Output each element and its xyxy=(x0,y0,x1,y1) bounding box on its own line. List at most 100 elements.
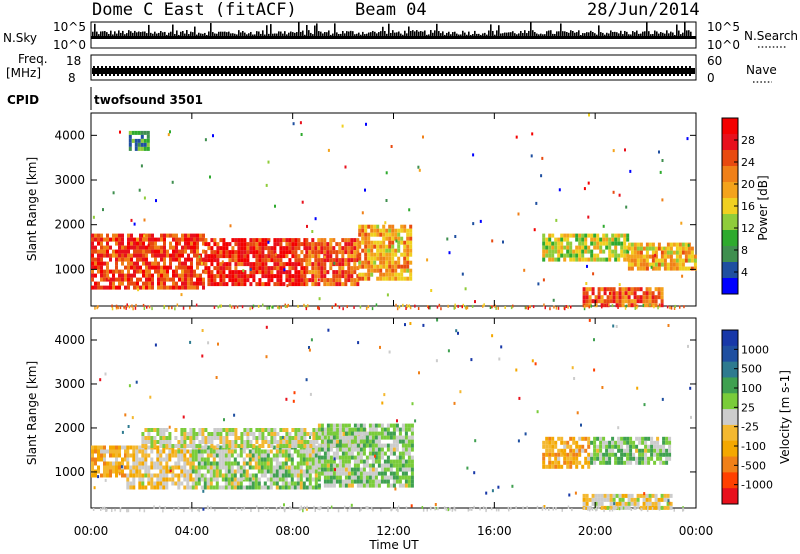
heatmap-cell xyxy=(669,250,673,255)
heatmap-cell xyxy=(569,253,573,258)
heatmap-cell xyxy=(317,471,321,476)
heatmap-cell xyxy=(667,499,670,503)
heatmap-cell xyxy=(666,493,670,498)
heatmap-cell xyxy=(485,491,488,495)
heatmap-cell xyxy=(124,449,127,454)
heatmap-cell xyxy=(172,257,175,262)
heatmap-cell xyxy=(150,457,154,462)
heatmap-cell xyxy=(94,273,97,278)
heatmap-cell xyxy=(648,254,652,259)
heatmap-cell xyxy=(262,303,264,307)
heatmap-cell xyxy=(596,233,600,238)
heatmap-cell xyxy=(418,168,421,172)
heatmap-cell xyxy=(350,427,354,432)
heatmap-cell xyxy=(127,241,130,246)
heatmap-cell xyxy=(201,428,205,432)
heatmap-cell xyxy=(222,428,226,432)
heatmap-cell xyxy=(240,282,244,287)
heatmap-cell xyxy=(320,467,324,472)
heatmap-cell xyxy=(382,224,386,229)
heatmap-cell xyxy=(636,262,640,267)
heatmap-cell xyxy=(629,456,633,461)
heatmap-cell xyxy=(374,483,378,488)
heatmap-cell xyxy=(371,451,375,456)
heatmap-cell xyxy=(255,266,259,271)
heatmap-cell xyxy=(190,241,193,246)
heatmap-cell xyxy=(137,146,141,151)
nsky-bar xyxy=(534,32,536,38)
heatmap-cell xyxy=(234,254,238,259)
heatmap-cell xyxy=(329,258,333,263)
heatmap-cell xyxy=(293,449,297,454)
heatmap-cell xyxy=(409,236,413,241)
heatmap-cell xyxy=(526,505,528,509)
heatmap-cell xyxy=(400,276,404,281)
heatmap-cell xyxy=(548,436,552,441)
heatmap-cell xyxy=(376,232,380,237)
heatmap-cell xyxy=(392,423,396,428)
heatmap-cell xyxy=(311,465,315,470)
heatmap-cell xyxy=(159,449,163,454)
heatmap-cell xyxy=(184,245,187,250)
heatmap-cell xyxy=(151,265,154,270)
heatmap-cell xyxy=(128,142,132,147)
heatmap-cell xyxy=(400,264,404,269)
heatmap-cell xyxy=(221,461,225,466)
heatmap-cell xyxy=(121,249,124,254)
nsky-bar xyxy=(234,33,236,38)
heatmap-cell xyxy=(296,453,300,458)
heatmap-cell xyxy=(632,452,636,457)
heatmap-cell xyxy=(632,440,636,445)
heatmap-cell xyxy=(633,287,637,292)
heatmap-cell xyxy=(403,260,407,265)
heatmap-cell xyxy=(581,245,585,250)
heatmap-cell xyxy=(326,451,330,456)
heatmap-cell xyxy=(656,444,660,449)
heatmap-cell xyxy=(379,272,383,277)
heatmap-cell xyxy=(375,303,378,307)
heatmap-cell xyxy=(290,457,294,462)
heatmap-cell xyxy=(578,436,582,441)
heatmap-cell xyxy=(159,469,163,474)
heatmap-cell xyxy=(94,245,97,250)
heatmap-cell xyxy=(127,261,130,266)
heatmap-cell xyxy=(347,455,351,460)
heatmap-cell xyxy=(401,459,405,464)
heatmap-cell xyxy=(154,261,157,266)
heatmap-cell xyxy=(681,250,685,255)
heatmap-cell xyxy=(159,440,163,444)
heatmap-cell xyxy=(404,443,408,448)
heatmap-cell xyxy=(162,509,164,513)
heatmap-cell xyxy=(344,282,348,287)
heatmap-cell xyxy=(187,281,190,286)
heatmap-cell xyxy=(608,444,612,449)
heatmap-cell xyxy=(252,254,256,259)
heatmap-cell xyxy=(280,305,282,309)
heatmap-cell xyxy=(270,444,274,448)
heatmap-cell xyxy=(121,257,124,262)
heatmap-cell xyxy=(200,473,204,478)
heatmap-cell xyxy=(227,481,231,486)
heatmap-cell xyxy=(608,452,612,457)
heatmap-cell xyxy=(602,452,606,457)
heatmap-cell xyxy=(353,443,357,448)
heatmap-cell xyxy=(164,506,166,510)
heatmap-cell xyxy=(97,261,100,266)
heatmap-cell xyxy=(132,485,136,490)
heatmap-cell xyxy=(303,428,307,432)
heatmap-cell xyxy=(115,233,118,238)
heatmap-cell xyxy=(388,256,392,261)
heatmap-cell xyxy=(317,459,321,464)
heatmap-cell xyxy=(341,479,345,484)
heatmap-cell xyxy=(126,473,130,478)
heatmap-cell xyxy=(312,428,316,432)
freq-sample xyxy=(453,66,455,76)
heatmap-cell xyxy=(255,282,259,287)
heatmap-cell xyxy=(356,479,360,484)
heatmap-cell xyxy=(157,261,160,266)
heatmap-cell xyxy=(353,258,357,263)
nsky-bar xyxy=(142,31,144,38)
heatmap-cell xyxy=(300,274,304,279)
heatmap-cell xyxy=(626,452,630,457)
heatmap-cell xyxy=(645,291,649,296)
